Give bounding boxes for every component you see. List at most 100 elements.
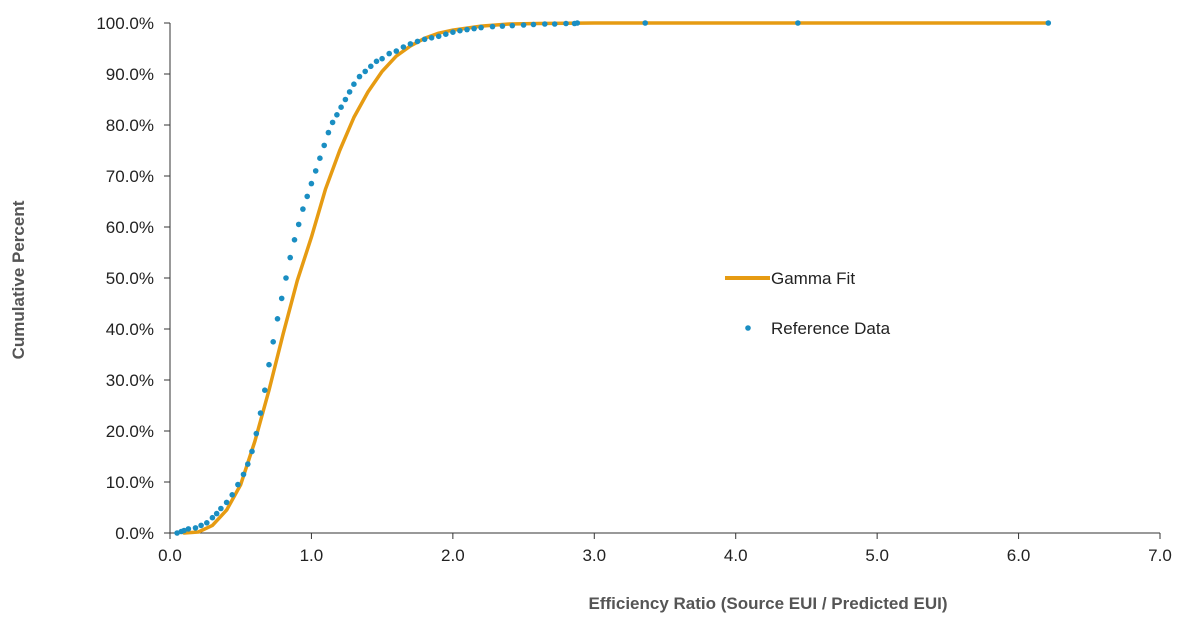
reference-data-point: [530, 21, 537, 28]
reference-data-point: [181, 527, 187, 534]
x-axis-title: Efficiency Ratio (Source EUI / Predicted…: [589, 594, 948, 613]
reference-data-point: [1045, 20, 1052, 26]
x-tick-label: 3.0: [582, 546, 606, 565]
reference-data-point: [262, 387, 268, 394]
reference-data-point: [235, 481, 241, 488]
reference-data-point: [421, 36, 428, 43]
reference-data-point: [257, 410, 264, 416]
reference-data-point: [428, 35, 435, 41]
reference-data-point: [245, 461, 251, 467]
x-tick-label: 0.0: [158, 546, 182, 565]
y-tick-label: 20.0%: [106, 422, 154, 441]
legend-gamma-fit-label: Gamma Fit: [771, 269, 855, 288]
reference-data-point: [342, 96, 349, 103]
reference-data-point: [373, 58, 380, 65]
y-tick-label: 30.0%: [106, 371, 154, 390]
reference-data-point: [295, 221, 302, 228]
legend-reference-data-swatch: [745, 325, 751, 331]
reference-data-point: [407, 41, 414, 47]
x-tick-label: 7.0: [1148, 546, 1172, 565]
reference-data-point: [464, 26, 470, 33]
reference-data-point: [223, 499, 230, 506]
reference-data-point: [174, 530, 180, 536]
reference-data-point: [457, 27, 463, 34]
series-gamma-fit-line: [182, 21, 1049, 535]
reference-data-point: [478, 24, 484, 31]
reference-data-point: [192, 525, 199, 531]
reference-data-point: [229, 492, 235, 498]
y-tick-label: 60.0%: [106, 218, 154, 237]
reference-data-point: [249, 448, 255, 455]
y-tick-label: 70.0%: [106, 167, 154, 186]
reference-data-point: [443, 31, 449, 37]
reference-data-point: [317, 155, 323, 161]
reference-data-point: [520, 22, 527, 28]
reference-data-point: [551, 21, 558, 27]
reference-data-point: [325, 129, 332, 136]
y-tick-label: 100.0%: [96, 14, 154, 33]
y-tick-label: 10.0%: [106, 473, 154, 492]
reference-data-point: [334, 112, 340, 118]
reference-data-point: [386, 50, 393, 57]
reference-data-point: [563, 20, 569, 27]
y-tick-label: 90.0%: [106, 65, 154, 84]
reference-data-point: [642, 20, 648, 26]
reference-data-point: [393, 48, 400, 54]
reference-data-point: [204, 520, 210, 526]
reference-data-point: [300, 206, 306, 212]
axes: 0.0 1.0 2.0 3.0 4.0 5.0 6.0 7.0 0.0% 10.0% 20.0% 30…: [96, 14, 1171, 565]
reference-data-point: [198, 522, 204, 529]
reference-data-point: [450, 29, 456, 35]
x-tick-label: 4.0: [724, 546, 748, 565]
reference-data-point: [266, 361, 272, 368]
reference-data-point: [400, 44, 407, 50]
y-axis-title: Cumulative Percent: [9, 200, 28, 359]
reference-data-point: [542, 21, 548, 27]
reference-data-point: [304, 193, 311, 200]
reference-data-point: [351, 81, 357, 87]
reference-data-point: [346, 89, 353, 95]
legend: Gamma Fit Reference Data: [725, 269, 891, 338]
y-tick-label: 50.0%: [106, 269, 154, 288]
reference-data-point: [379, 55, 385, 62]
reference-data-point: [362, 68, 369, 75]
y-tick-label: 40.0%: [106, 320, 154, 339]
reference-data-point: [509, 22, 516, 29]
reference-data-point: [283, 275, 289, 281]
reference-data-point: [338, 104, 344, 110]
reference-data-point: [321, 142, 328, 149]
reference-data-point: [471, 25, 477, 32]
reference-data-point: [499, 23, 506, 29]
reference-data-point: [329, 119, 336, 126]
reference-data-point: [253, 430, 260, 437]
legend-reference-data-label: Reference Data: [771, 319, 891, 338]
reference-data-point: [312, 168, 319, 174]
reference-data-point: [278, 295, 285, 302]
reference-data-point: [274, 316, 281, 322]
reference-data-point: [287, 254, 294, 261]
reference-data-point: [795, 20, 801, 26]
reference-data-point: [574, 20, 581, 26]
reference-data-point: [308, 180, 315, 187]
x-tick-label: 5.0: [865, 546, 889, 565]
reference-data-point: [209, 514, 216, 521]
reference-data-point: [291, 237, 298, 243]
x-tick-label: 6.0: [1007, 546, 1031, 565]
reference-data-point: [368, 63, 374, 70]
reference-data-point: [185, 526, 192, 532]
reference-data-point: [435, 33, 442, 40]
reference-data-point: [489, 23, 496, 30]
x-tick-label: 2.0: [441, 546, 465, 565]
plot-area: [174, 20, 1052, 536]
reference-data-point: [356, 73, 363, 80]
x-tick-label: 1.0: [300, 546, 324, 565]
reference-data-point: [270, 339, 277, 345]
reference-data-point: [213, 510, 220, 517]
reference-data-point: [218, 505, 224, 512]
y-tick-label: 0.0%: [115, 524, 154, 543]
reference-data-point: [240, 471, 247, 478]
reference-data-point: [414, 38, 421, 45]
y-tick-label: 80.0%: [106, 116, 154, 135]
